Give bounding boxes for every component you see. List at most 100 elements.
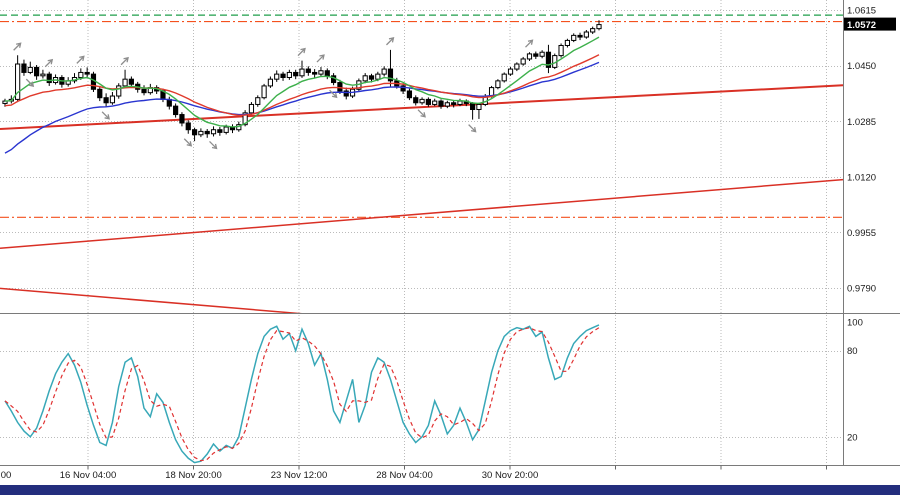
time-tick-label: 28 Nov 04:00 [376,470,433,481]
candle-bullish [514,63,520,70]
candle-bullish [362,75,368,82]
candle-bullish [255,97,261,105]
candle-bullish [375,73,381,80]
grid [0,0,843,465]
candle-bearish [438,100,444,107]
trendline[interactable] [0,287,337,316]
time-tick-label: 30 Nov 20:00 [482,470,539,481]
fractal-down-arrow-icon [468,124,477,133]
candle-bullish [248,103,255,114]
candle-bearish [470,102,476,110]
fractal-up-arrow-icon [386,37,395,46]
candle-bullish [507,68,514,75]
fractal-down-arrow-icon [417,109,426,118]
candle-bearish [280,73,286,78]
time-tick-label: 23 Nov 12:00 [271,470,328,481]
candle-bullish [501,73,507,82]
candle-bearish [191,129,198,136]
candle-bullish [198,130,204,136]
candle-bearish [337,82,343,92]
moving-averages [4,36,600,154]
stoch-main-line [4,324,600,464]
candle-bearish [46,73,52,84]
fractal-down-arrow-icon [329,89,338,99]
candle-bullish [539,51,545,57]
candle-bullish [318,70,324,75]
candle-bearish [84,71,90,75]
candle-bearish [293,71,299,77]
bottom-taskbar-strip [0,485,900,495]
candle-bullish [299,68,305,77]
candle-bullish [267,78,274,87]
stochastic-indicator [4,324,600,464]
candle-bullish [210,129,217,135]
time-axis[interactable]: 00 16 Nov 04:00 18 Nov 20:00 23 Nov 12:00 28… [1,465,827,482]
fractal-down-arrow-icon [183,138,193,147]
candle-bullish [242,112,248,126]
fractal-up-arrow-icon [13,42,22,51]
candle-bullish [583,31,589,38]
current-price-label: 1.0572 [847,20,876,31]
candle-bullish [27,66,33,73]
stoch-scale-label: 100 [847,318,863,329]
candle-bearish [103,97,109,104]
candle-bearish [185,122,191,131]
fractal-down-arrow-icon [209,140,218,150]
current-price-box [844,17,896,31]
price-tick-label: 1.0285 [847,117,876,128]
candle-bullish [495,80,501,89]
price-tick-label: 1.0450 [847,61,876,72]
horizontal-lines [0,14,843,218]
price-tick-label: 1.0120 [847,172,876,183]
panel-borders [0,0,900,466]
candle-bearish [400,85,406,92]
candle-bearish [312,71,318,75]
candle-bearish [21,63,27,73]
candle-bearish [305,68,311,73]
price-tick-label: 0.9955 [847,228,876,239]
candle-bullish [122,78,128,87]
price-tick-label: 1.0615 [847,6,876,17]
candle-bullish [286,71,292,78]
stoch-scale-label: 20 [847,432,858,443]
candle-bullish [381,68,387,75]
candle-bearish [533,53,539,57]
candle-bullish [571,34,577,41]
candle-bullish [109,95,116,104]
candle-bullish [520,58,526,65]
trendline[interactable] [0,178,843,250]
fractal-up-arrow-icon [525,39,534,48]
candle-bearish [545,51,552,68]
ma-line-8 [4,36,600,128]
trendlines [0,84,843,316]
candle-bullish [223,126,229,133]
fractal-arrows [13,37,534,150]
candle-bearish [451,102,457,105]
time-tick-label: 16 Nov 04:00 [60,470,117,481]
candle-bullish [116,85,122,97]
candle-bullish [274,73,280,80]
trendline[interactable] [0,84,843,131]
price-axis[interactable]: 1.0615 1.0450 1.0285 1.0120 0.9955 0.9790 1.05… [844,6,896,444]
price-tick-label: 0.9790 [847,284,876,295]
candle-bearish [406,90,413,99]
candle-bullish [40,73,46,77]
candle-bearish [128,78,134,85]
stoch-signal-line [4,327,600,462]
candle-bullish [526,53,533,60]
fractal-up-arrow-icon [76,55,85,64]
candle-bearish [33,66,40,77]
candle-bearish [217,129,223,133]
candle-bullish [476,103,482,110]
time-tick-label: 18 Nov 20:00 [165,470,222,481]
candle-bearish [413,97,419,104]
candle-bearish [425,98,431,105]
candle-bullish [15,63,21,100]
candle-bearish [97,88,103,99]
candle-bullish [78,71,84,78]
fractal-down-arrow-icon [25,78,35,87]
candle-bearish [343,90,349,97]
